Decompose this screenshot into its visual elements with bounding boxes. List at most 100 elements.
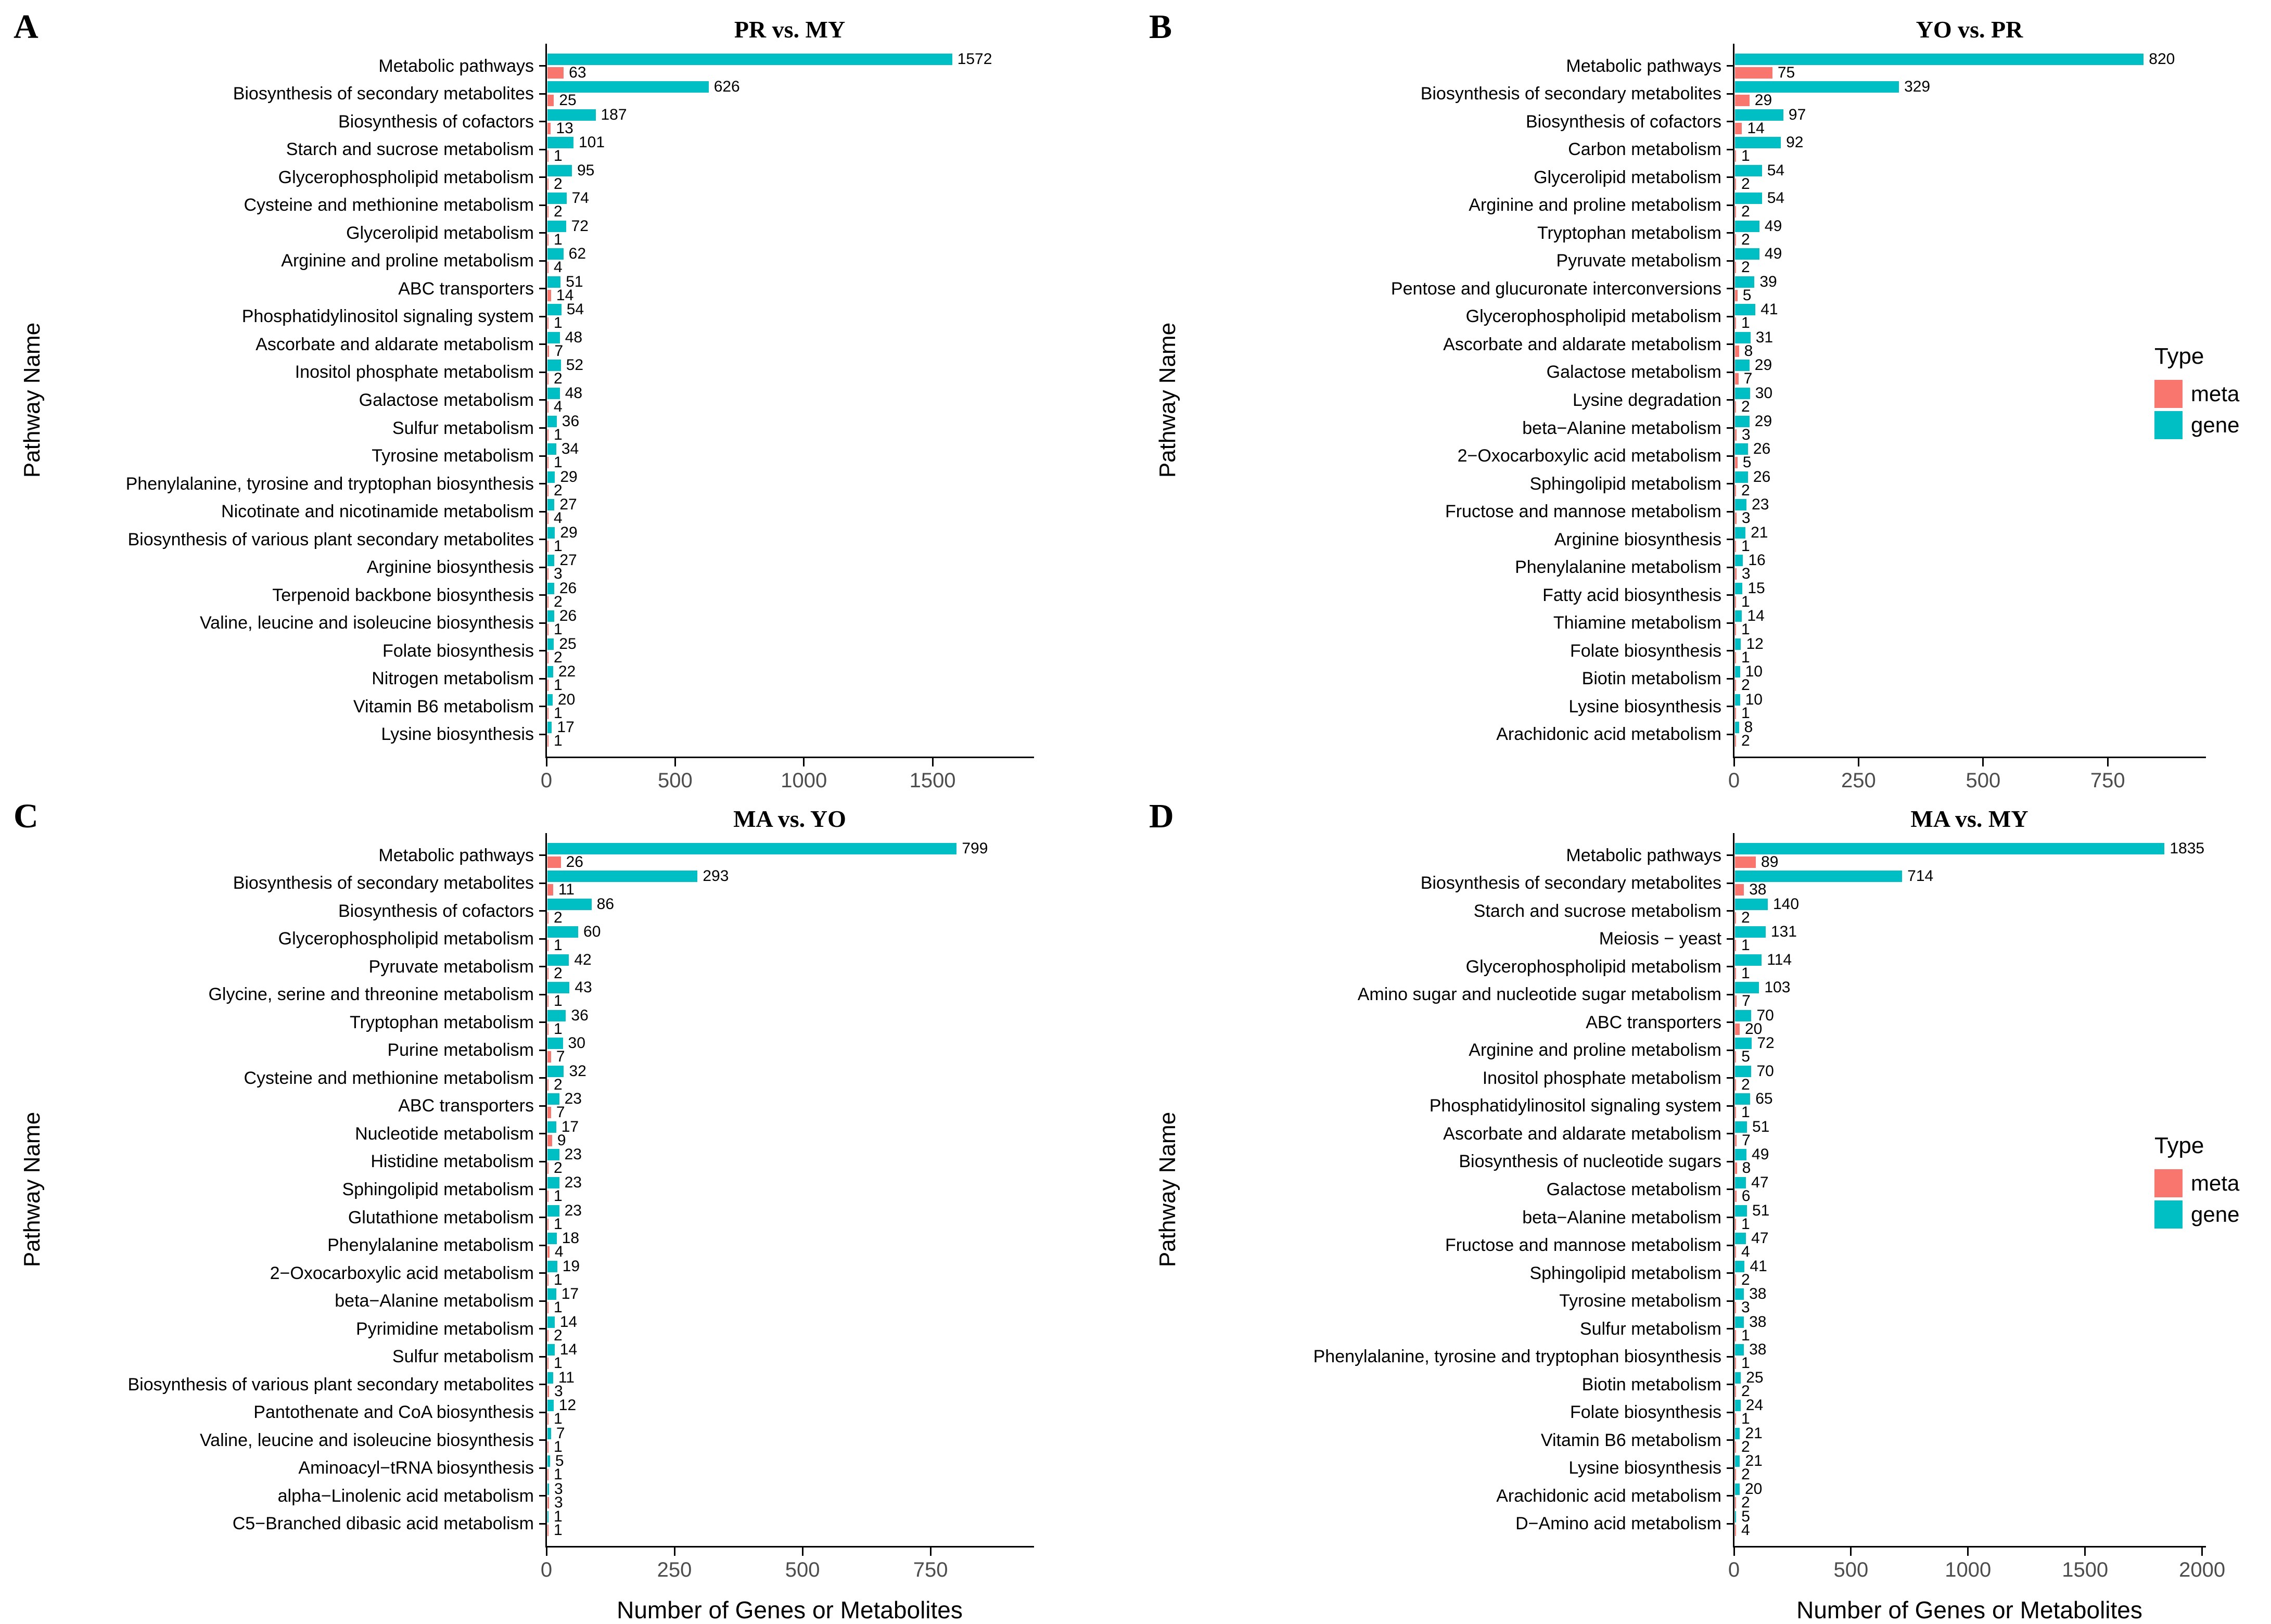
gene-value-label: 70: [1756, 1062, 1774, 1080]
gene-bar: [547, 555, 555, 567]
pathway-row: Histidine metabolism 23 2: [0, 1146, 1136, 1177]
pathway-row: Cysteine and methionine metabolism 32 2: [0, 1063, 1136, 1093]
gene-bar: [547, 415, 557, 427]
meta-bar: [1735, 429, 1737, 441]
pathway-label: Metabolic pathways: [378, 56, 534, 76]
gene-bar: [547, 610, 554, 622]
meta-bar: [547, 1385, 549, 1397]
x-tick-mark: [932, 758, 934, 766]
gene-value-label: 49: [1752, 1146, 1769, 1163]
x-tick-mark: [801, 1548, 803, 1556]
x-tick-label: 0: [1728, 1558, 1740, 1581]
meta-bar: [547, 429, 548, 441]
gene-bar: [547, 1009, 566, 1021]
y-tick-mark: [539, 343, 545, 346]
y-tick-mark: [1727, 93, 1733, 95]
meta-value-label: 1: [554, 1410, 563, 1428]
gene-bar: [547, 443, 556, 455]
meta-bar: [1735, 596, 1736, 608]
meta-value-label: 2: [1741, 1271, 1750, 1288]
pathway-label: Cysteine and methionine metabolism: [244, 195, 534, 215]
pathway-label: Sulfur metabolism: [1579, 1319, 1721, 1339]
y-tick-mark: [1727, 204, 1733, 206]
x-axis-line: [545, 1546, 1034, 1548]
y-tick-mark: [1727, 1356, 1733, 1358]
legend-label-meta: meta: [2191, 381, 2240, 406]
meta-bar: [1735, 1329, 1736, 1341]
meta-value-label: 75: [1777, 63, 1795, 81]
meta-bar: [547, 1218, 548, 1230]
gene-bar: [547, 1372, 553, 1384]
pathway-label: Nitrogen metabolism: [372, 669, 534, 689]
pathway-label: Terpenoid backbone biosynthesis: [272, 585, 534, 605]
meta-value-label: 29: [1754, 92, 1772, 109]
meta-bar: [547, 1107, 551, 1119]
gene-value-label: 21: [1751, 523, 1768, 541]
meta-bar: [547, 457, 548, 469]
y-tick-mark: [1727, 1467, 1733, 1469]
pathway-row: Glycerophospholipid metabolism 60 1: [0, 924, 1136, 954]
pathway-label: Arginine and proline metabolism: [1469, 1040, 1721, 1060]
pathway-row: Biosynthesis of secondary metabolites 293…: [0, 868, 1136, 898]
gene-value-label: 20: [557, 690, 576, 708]
y-tick-mark: [1727, 733, 1733, 735]
meta-value-label: 1: [1741, 1326, 1750, 1344]
meta-bar: [547, 856, 561, 868]
meta-bar: [547, 1274, 548, 1286]
pathway-row: Glycerolipid metabolism 54 2: [1136, 162, 2271, 192]
meta-value-label: 2: [554, 648, 563, 666]
meta-bar: [547, 513, 548, 525]
y-tick-mark: [1727, 315, 1733, 317]
meta-bar: [547, 680, 548, 692]
gene-bar: [1735, 527, 1746, 539]
y-tick-mark: [539, 1133, 545, 1135]
pathway-row: Biosynthesis of nucleotide sugars 49 8: [1136, 1146, 2271, 1177]
pathway-label: Arginine biosynthesis: [1554, 529, 1721, 549]
meta-bar: [547, 1023, 548, 1035]
meta-bar: [1735, 995, 1737, 1007]
gene-value-label: 26: [559, 579, 577, 597]
x-tick-label: 2000: [2179, 1558, 2226, 1581]
gene-bar: [1735, 499, 1747, 511]
meta-value-label: 2: [554, 175, 563, 193]
pathway-label: Sphingolipid metabolism: [1529, 1263, 1721, 1283]
gene-value-label: 23: [1752, 496, 1769, 514]
meta-value-label: 2: [554, 964, 563, 982]
meta-value-label: 3: [554, 1382, 563, 1400]
meta-value-label: 1: [554, 1466, 563, 1484]
meta-value-label: 2: [1741, 732, 1750, 750]
gene-bar: [1735, 694, 1740, 706]
meta-bar: [1735, 1134, 1737, 1146]
pathway-label: D−Amino acid metabolism: [1515, 1514, 1721, 1534]
meta-value-label: 1: [1741, 1215, 1750, 1233]
pathway-label: Purine metabolism: [387, 1040, 534, 1060]
meta-value-label: 1: [1741, 537, 1750, 555]
y-tick-mark: [539, 1328, 545, 1330]
y-tick-mark: [539, 1188, 545, 1191]
x-tick-mark: [1733, 758, 1735, 766]
meta-value-label: 5: [1741, 1048, 1750, 1066]
y-tick-mark: [1727, 232, 1733, 234]
panel-title: YO vs. PR: [1916, 16, 2023, 43]
y-tick-mark: [539, 910, 545, 912]
gene-bar: [547, 304, 562, 316]
meta-bar: [547, 178, 548, 190]
pathway-label: Glutathione metabolism: [348, 1207, 534, 1227]
pathway-label: ABC transporters: [398, 278, 534, 299]
x-tick-label: 750: [2090, 769, 2125, 792]
meta-value-label: 4: [1741, 1243, 1750, 1261]
y-tick-mark: [539, 1356, 545, 1358]
meta-bar: [1735, 262, 1736, 274]
x-axis-title: Number of Genes or Metabolites: [1796, 1596, 2142, 1623]
x-tick-label: 1500: [2062, 1558, 2109, 1581]
pathway-label: Biosynthesis of various plant secondary …: [127, 1374, 534, 1395]
pathway-label: Valine, leucine and isoleucine biosynthe…: [200, 613, 534, 633]
legend-label-gene: gene: [2191, 1202, 2240, 1226]
pathway-row: Vitamin B6 metabolism 20 1: [0, 690, 1136, 721]
pathway-row: Sulfur metabolism 38 1: [1136, 1313, 2271, 1344]
meta-value-label: 1: [554, 147, 563, 165]
gene-bar: [547, 1177, 559, 1188]
pathway-label: 2−Oxocarboxylic acid metabolism: [270, 1263, 534, 1283]
gene-value-label: 820: [2149, 50, 2175, 68]
pathway-row: Ascorbate and aldarate metabolism 51 7: [1136, 1118, 2271, 1148]
